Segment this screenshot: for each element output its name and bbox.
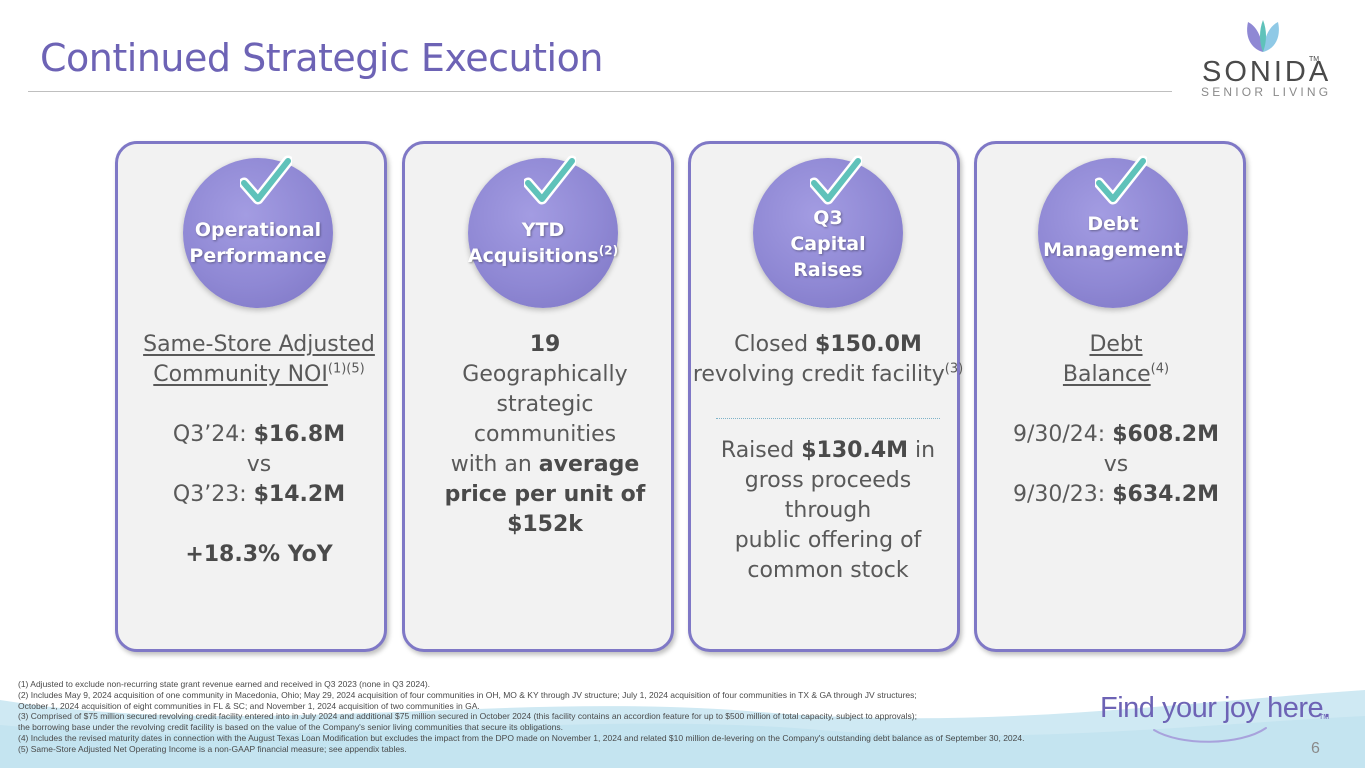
footnote-ref: (3): [944, 361, 964, 377]
closed-label: Closed: [734, 332, 809, 357]
badge-label-line1: YTD: [521, 219, 565, 241]
footnote-line: October 1, 2024 acquisition of eight com…: [18, 700, 480, 711]
metric-title-line2: Balance: [1062, 362, 1151, 387]
facility-text: revolving credit facility: [692, 362, 945, 387]
badge-label-line2: Management: [1043, 239, 1183, 261]
content-divider: [716, 418, 940, 419]
card1-content: Same-Store Adjusted Community NOI(1)(5) …: [121, 330, 397, 570]
closed-value: $150.0M: [815, 332, 922, 357]
period-label: Q3’24:: [172, 422, 247, 447]
badge-q3-capital-raises: Q3 Capital Raises: [753, 158, 903, 308]
card2-content: 19 Geographically strategic communities …: [407, 330, 683, 540]
debt-value: $608.2M: [1112, 422, 1220, 447]
raised-value: $130.4M: [801, 438, 909, 463]
footnote-ref: (2): [598, 243, 619, 258]
text-line: gross proceeds: [744, 468, 912, 493]
vs-text: vs: [246, 452, 272, 477]
text-line: through: [784, 498, 872, 523]
badge-debt-management: Debt Management: [1038, 158, 1188, 308]
period-value: $16.8M: [253, 422, 346, 447]
checkmark-icon: [524, 155, 576, 205]
badge-label-line2: Performance: [189, 245, 327, 267]
butterfly-icon: [1247, 20, 1279, 52]
footnote-line: the borrowing base under the revolving c…: [18, 722, 563, 733]
badge-operational-performance: Operational Performance: [183, 158, 333, 308]
card3-closed-content: Closed $150.0M revolving credit facility…: [690, 330, 966, 390]
badge-label-line1: Operational: [194, 219, 322, 241]
checkmark-icon: [1095, 155, 1147, 205]
badge-label-line3: Raises: [793, 259, 863, 281]
text-line: public offering of: [734, 528, 922, 553]
checkmark-icon: [810, 155, 862, 205]
footnote-line: (4) Includes the revised maturity dates …: [18, 732, 1025, 743]
metric-title-line1: Debt: [1089, 332, 1143, 357]
text-line-bold: average: [538, 452, 640, 477]
price-value: $152k: [507, 512, 583, 537]
text-line: strategic: [496, 392, 594, 417]
text-line: communities: [473, 422, 617, 447]
raised-label: Raised: [720, 438, 795, 463]
tagline-smile-decoration: [1153, 727, 1267, 743]
logo-wordmark: SONIDA: [1202, 56, 1332, 88]
badge-label-line1: Debt: [1087, 213, 1139, 235]
acquisition-count: 19: [529, 332, 561, 357]
footnote-line: (2) Includes May 9, 2024 acquisition of …: [18, 689, 917, 700]
vs-text: vs: [1103, 452, 1129, 477]
badge-ytd-acquisitions: YTD Acquisitions(2): [468, 158, 618, 308]
footnote-line: (3) Comprised of $75 million secured rev…: [18, 711, 917, 722]
logo-subtitle: SENIOR LIVING: [1201, 85, 1332, 99]
text-line-bold: price per unit of: [444, 482, 646, 507]
card-debt-management: [974, 141, 1246, 652]
text-line: Geographically: [462, 362, 628, 387]
footnote-ref: (4): [1150, 361, 1170, 377]
metric-title-line1: Same-Store Adjusted: [143, 332, 375, 357]
badge-label-line2: Capital: [790, 233, 866, 255]
page-number: 6: [1311, 740, 1320, 757]
badge-label-line2: Acquisitions: [467, 245, 599, 267]
title-divider: [28, 91, 1172, 92]
date-label: 9/30/23:: [1012, 482, 1106, 507]
footnotes: (1) Adjusted to exclude non-recurring st…: [18, 679, 1078, 755]
period-value: $14.2M: [253, 482, 346, 507]
debt-value: $634.2M: [1112, 482, 1220, 507]
metric-title-line2: Community NOI: [153, 362, 328, 387]
raised-suffix: in: [915, 438, 936, 463]
sonida-logo: SONIDA TM SENIOR LIVING: [1195, 16, 1335, 100]
logo-trademark: TM: [1309, 56, 1320, 63]
text-line: common stock: [747, 558, 909, 583]
tagline: Find your joy here.: [1100, 692, 1331, 724]
card3-raised-content: Raised $130.4M in gross proceeds through…: [690, 436, 966, 586]
badge-label-line1: Q3: [813, 207, 843, 229]
tagline-trademark: TM: [1319, 714, 1330, 721]
card4-content: Debt Balance(4) 9/30/24: $608.2M vs 9/30…: [978, 330, 1254, 510]
date-label: 9/30/24:: [1012, 422, 1106, 447]
text-line: with an: [450, 452, 532, 477]
period-label: Q3’23:: [172, 482, 247, 507]
growth-value: +18.3% YoY: [185, 542, 333, 567]
footnote-ref: (1)(5): [327, 361, 365, 377]
footnote-line: (1) Adjusted to exclude non-recurring st…: [18, 679, 431, 689]
checkmark-icon: [240, 155, 292, 205]
page-title: Continued Strategic Execution: [40, 36, 603, 80]
footnote-line: (5) Same-Store Adjusted Net Operating In…: [18, 743, 407, 754]
